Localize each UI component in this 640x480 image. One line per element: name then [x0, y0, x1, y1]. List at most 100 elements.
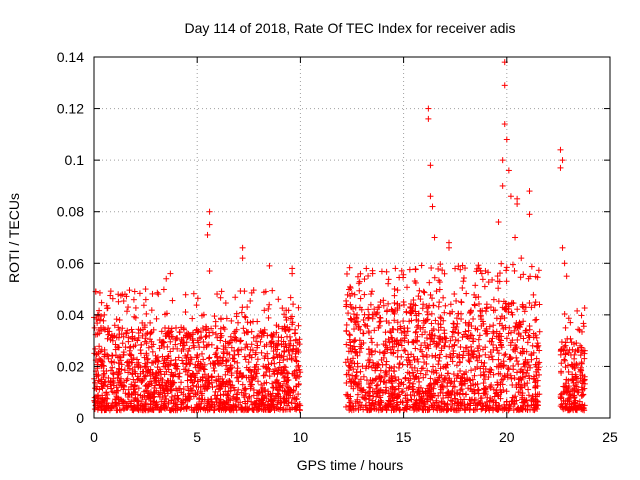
data-point — [400, 301, 407, 308]
data-point — [143, 396, 150, 403]
data-point — [413, 328, 420, 335]
data-point — [526, 211, 533, 218]
data-point — [142, 296, 149, 303]
data-point — [383, 358, 390, 365]
data-point — [217, 386, 224, 393]
data-point — [206, 268, 213, 275]
data-point — [163, 275, 170, 282]
x-tick-label: 10 — [293, 429, 309, 445]
data-point — [200, 356, 207, 363]
data-point — [222, 300, 229, 307]
data-point — [278, 352, 285, 359]
data-point — [155, 291, 162, 298]
data-point — [212, 331, 219, 338]
y-tick-label: 0.02 — [57, 358, 84, 374]
data-point — [281, 374, 288, 381]
data-point — [168, 325, 175, 332]
data-point — [511, 267, 518, 274]
data-point — [241, 288, 248, 295]
data-point — [201, 381, 208, 388]
data-point — [346, 286, 353, 293]
data-point — [383, 368, 390, 375]
data-point — [111, 359, 118, 366]
data-point — [173, 324, 180, 331]
data-point — [394, 287, 401, 294]
data-point — [113, 384, 120, 391]
data-point — [480, 380, 487, 387]
data-point — [285, 370, 292, 377]
data-point — [228, 344, 235, 351]
data-point — [432, 317, 439, 324]
data-point — [196, 364, 203, 371]
data-point — [170, 345, 177, 352]
data-point — [451, 290, 458, 297]
data-point — [242, 405, 249, 412]
data-point — [574, 307, 581, 314]
data-point — [286, 352, 293, 359]
data-point — [382, 329, 389, 336]
data-point — [293, 357, 300, 364]
data-point — [227, 333, 234, 340]
data-point — [490, 328, 497, 335]
data-point — [376, 318, 383, 325]
data-point — [126, 287, 133, 294]
data-point — [557, 164, 564, 171]
data-point — [148, 359, 155, 366]
data-point — [192, 391, 199, 398]
data-point — [138, 341, 145, 348]
data-point — [180, 360, 187, 367]
data-point — [418, 262, 425, 269]
data-point — [185, 367, 192, 374]
data-point — [180, 346, 187, 353]
data-point — [201, 361, 208, 368]
data-point — [137, 347, 144, 354]
data-point — [380, 350, 387, 357]
data-point — [263, 341, 270, 348]
data-point — [214, 291, 221, 298]
data-point — [289, 265, 296, 272]
data-point — [283, 317, 290, 324]
data-point — [565, 396, 572, 403]
data-point — [372, 348, 379, 355]
data-point — [206, 208, 213, 215]
data-point — [347, 283, 354, 290]
data-point — [277, 384, 284, 391]
data-point — [470, 315, 477, 322]
data-point — [114, 394, 121, 401]
data-point — [214, 334, 221, 341]
data-point — [512, 234, 519, 241]
data-point — [180, 339, 187, 346]
data-point — [475, 262, 482, 269]
data-point — [104, 391, 111, 398]
data-point — [158, 328, 165, 335]
data-point — [224, 368, 231, 375]
data-point — [253, 338, 260, 345]
data-point — [200, 365, 207, 372]
data-point — [218, 332, 225, 339]
data-point — [466, 358, 473, 365]
data-point — [385, 280, 392, 287]
data-point — [506, 353, 513, 360]
data-point — [503, 267, 510, 274]
data-point — [295, 363, 302, 370]
data-point — [147, 329, 154, 336]
data-point — [167, 270, 174, 277]
data-point — [160, 286, 167, 293]
data-point — [239, 255, 246, 262]
data-point — [129, 329, 136, 336]
data-point — [184, 371, 191, 378]
data-point — [238, 389, 245, 396]
data-point — [536, 328, 543, 335]
data-point — [161, 363, 168, 370]
data-point — [508, 375, 515, 382]
data-point — [271, 395, 278, 402]
data-point — [128, 326, 135, 333]
data-point — [164, 343, 171, 350]
data-point — [274, 401, 281, 408]
data-point — [136, 290, 143, 297]
data-point — [177, 406, 184, 413]
data-point — [460, 274, 467, 281]
data-point — [222, 371, 229, 378]
data-point — [153, 387, 160, 394]
data-point — [165, 400, 172, 407]
